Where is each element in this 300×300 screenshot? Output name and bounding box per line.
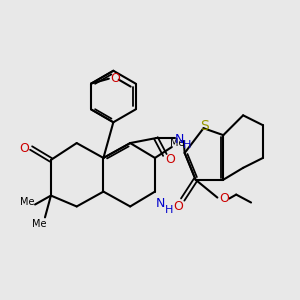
Text: Me: Me <box>170 138 185 148</box>
Text: H: H <box>182 140 191 150</box>
Text: O: O <box>173 200 183 213</box>
Text: Me: Me <box>32 219 46 229</box>
Text: N: N <box>175 133 184 146</box>
Text: N: N <box>156 197 166 210</box>
Text: O: O <box>165 153 175 167</box>
Text: O: O <box>110 72 120 85</box>
Text: O: O <box>219 192 229 205</box>
Text: S: S <box>200 119 209 133</box>
Text: H: H <box>165 206 173 215</box>
Text: Me: Me <box>20 196 34 206</box>
Text: O: O <box>19 142 29 154</box>
